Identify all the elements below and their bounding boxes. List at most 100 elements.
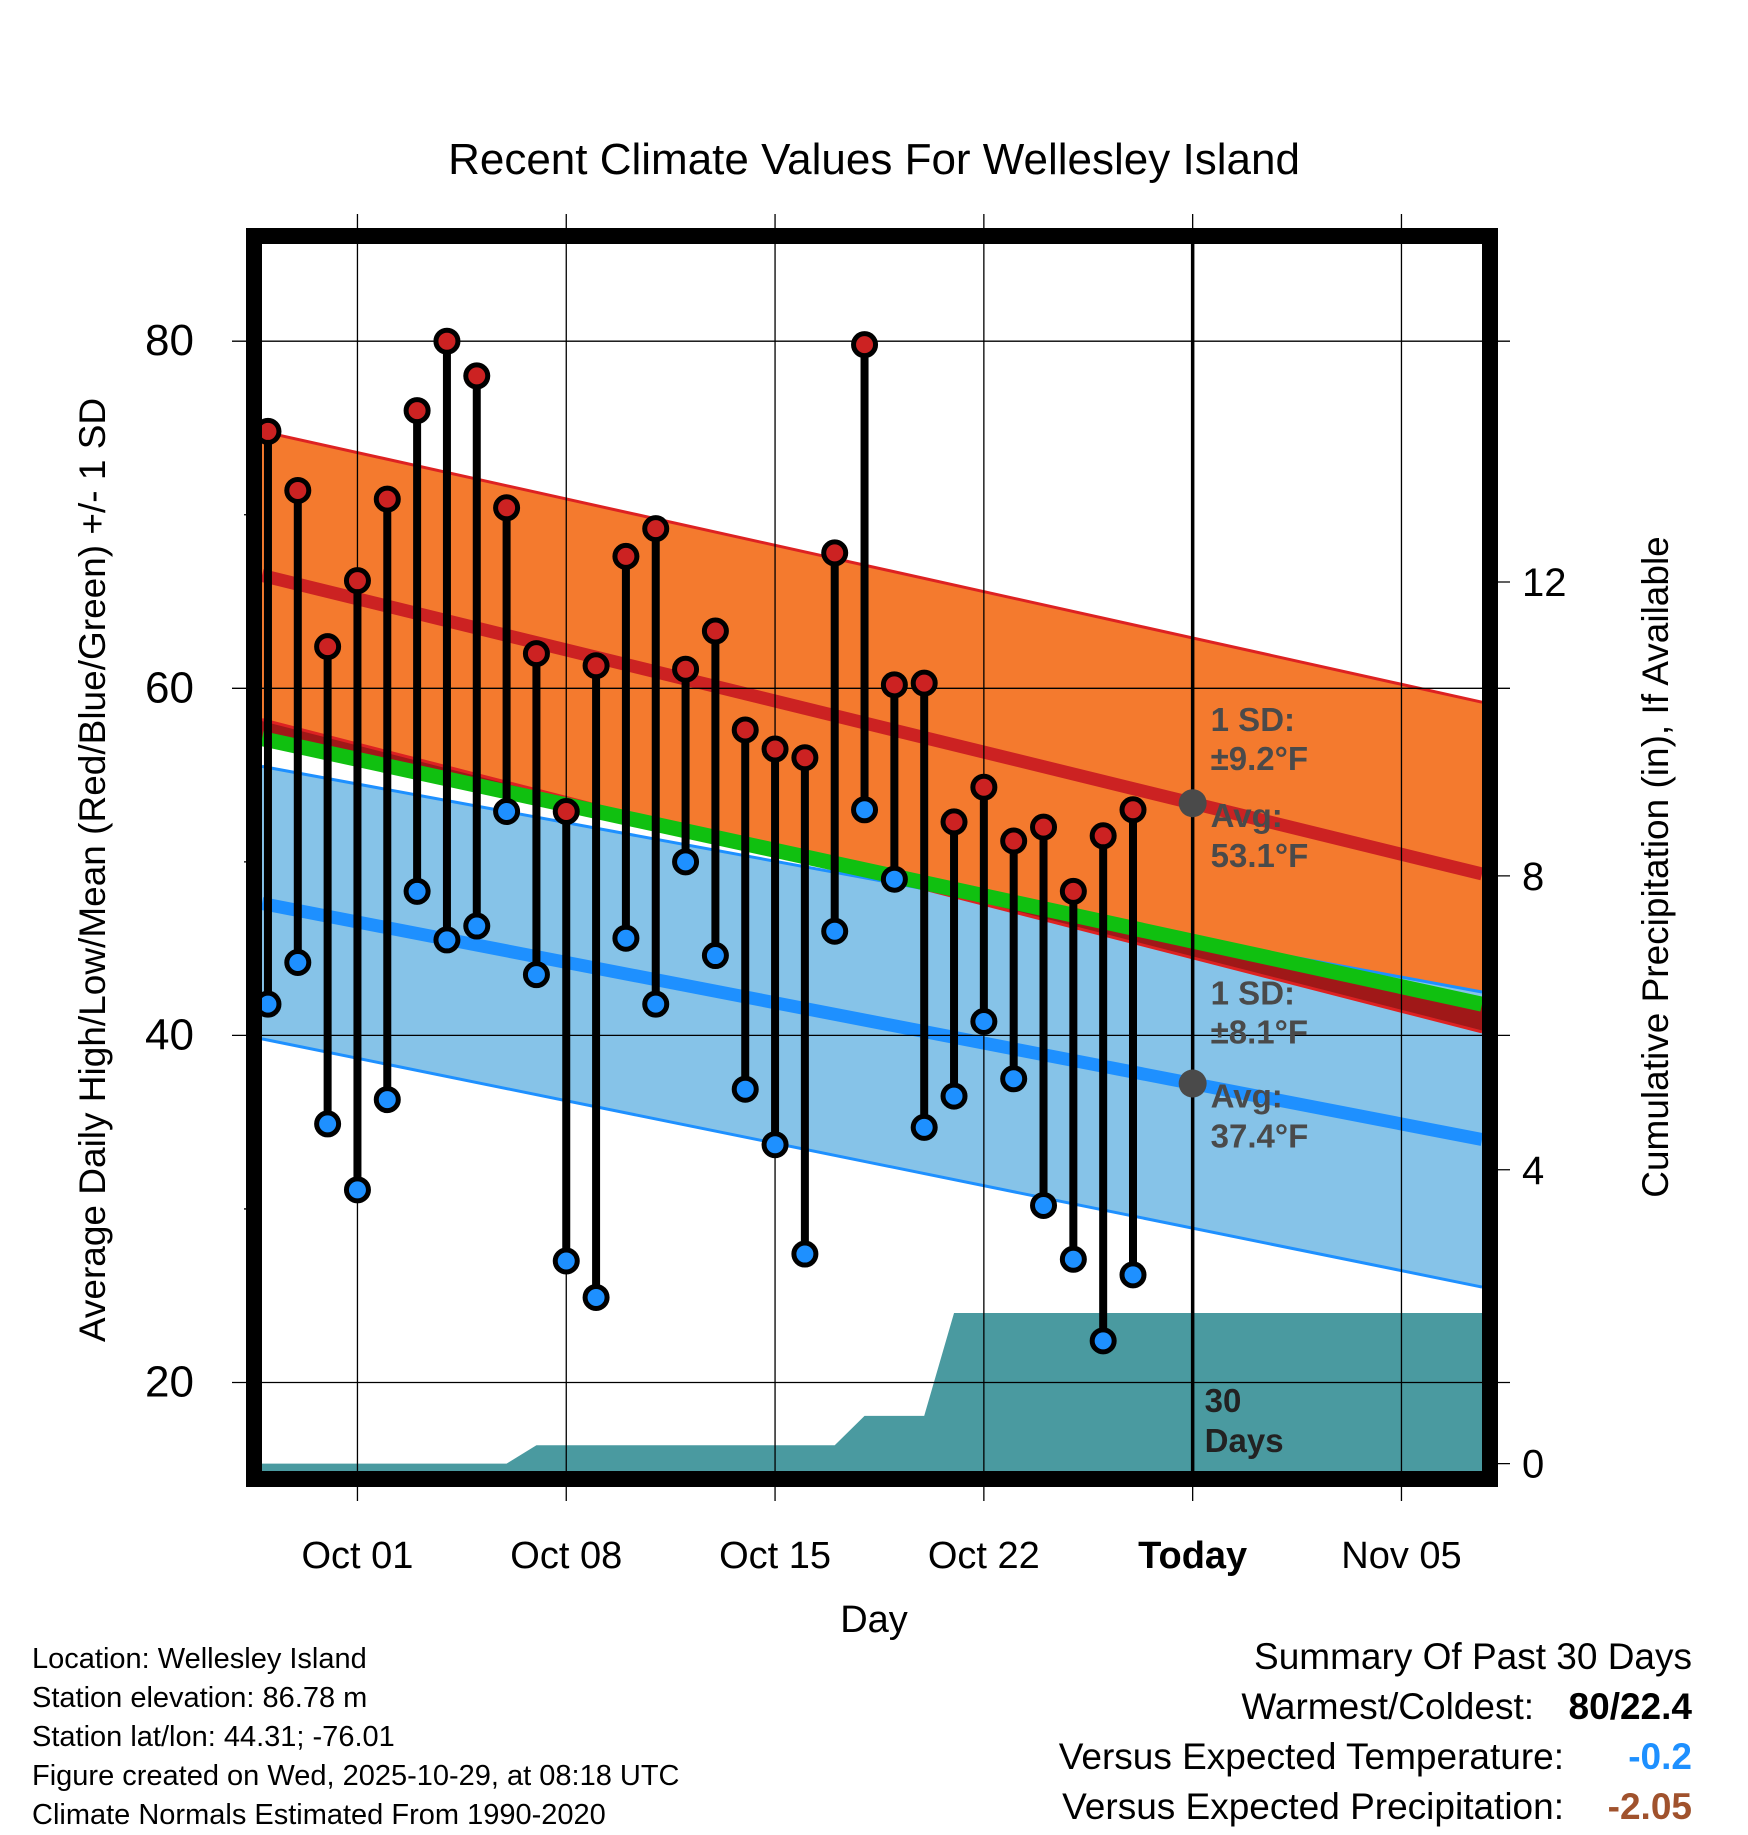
x-tick-label: Nov 05 (1341, 1535, 1461, 1577)
summary-precip-row: Versus Expected Precipitation: -2.05 (1059, 1782, 1692, 1832)
low-sd-value: ±8.1°F (1211, 1014, 1308, 1051)
high-point (1059, 877, 1087, 905)
x-tick-label: Oct 01 (301, 1535, 413, 1577)
high-point (910, 669, 938, 697)
high-sd-label: 1 SD: (1211, 701, 1295, 738)
high-point (851, 331, 879, 359)
summary-temp-row: Versus Expected Temperature: -0.2 (1059, 1732, 1692, 1782)
low-point (582, 1283, 610, 1311)
high-point (642, 515, 670, 543)
low-point (612, 924, 640, 952)
precip-area (262, 1313, 1482, 1471)
high-avg-line (260, 569, 1484, 881)
summary-warm-row: Warmest/Coldest: 80/22.4 (1059, 1682, 1692, 1732)
high-point (1000, 827, 1028, 855)
low-point (1059, 1245, 1087, 1273)
summary-panel: Summary Of Past 30 Days Warmest/Coldest:… (1059, 1632, 1692, 1832)
high-point (1119, 796, 1147, 824)
y-tick-label: 60 (145, 663, 194, 712)
summary-precip-value: -2.05 (1607, 1786, 1692, 1827)
days-label-text: Days (1205, 1422, 1284, 1459)
y-tick-label: 40 (145, 1010, 194, 1059)
high-point (433, 327, 461, 355)
high-point (940, 808, 968, 836)
x-tick-label: Today (1138, 1535, 1247, 1577)
y2-tick-label: 8 (1522, 855, 1544, 899)
chart-title: Recent Climate Values For Wellesley Isla… (448, 135, 1300, 184)
x-tick-label: Oct 15 (719, 1535, 831, 1577)
high-point (493, 494, 521, 522)
high-point (463, 362, 491, 390)
high-point (373, 485, 401, 513)
low-point (463, 912, 491, 940)
low-point (493, 798, 521, 826)
low-point (552, 1247, 580, 1275)
mean-line (260, 731, 1484, 1012)
low-point (701, 942, 729, 970)
high-point (552, 798, 580, 826)
x-tick-label: Oct 08 (510, 1535, 622, 1577)
high-point (1089, 822, 1117, 850)
high-sd-band (262, 431, 1482, 1032)
high-point (522, 640, 550, 668)
high-point (314, 633, 342, 661)
summary-temp-value: -0.2 (1628, 1736, 1692, 1777)
low-minus-sd-line (261, 1037, 1483, 1289)
high-point (970, 773, 998, 801)
low-point (880, 865, 908, 893)
high-point (1030, 813, 1058, 841)
low-avg-line (260, 897, 1484, 1146)
high-point (731, 716, 759, 744)
low-sd-label: 1 SD: (1211, 975, 1295, 1012)
low-point (642, 990, 670, 1018)
high-point (612, 542, 640, 570)
high-point (672, 655, 700, 683)
high-point (701, 617, 729, 645)
summary-warm-value: 80/22.4 (1568, 1686, 1692, 1727)
today-high-avg-marker (1178, 789, 1207, 818)
low-point (821, 917, 849, 945)
y2-tick-label: 0 (1522, 1443, 1544, 1487)
low-point (403, 877, 431, 905)
summary-precip-label: Versus Expected Precipitation: (1062, 1786, 1564, 1827)
low-point (343, 1176, 371, 1204)
high-point (821, 539, 849, 567)
low-point (522, 961, 550, 989)
low-point (1030, 1191, 1058, 1219)
high-point (343, 567, 371, 595)
low-point (433, 926, 461, 954)
low-point (851, 796, 879, 824)
low-point (373, 1086, 401, 1114)
latlon-text: Station lat/lon: 44.31; -76.01 (32, 1721, 395, 1753)
high-point (880, 671, 908, 699)
created-text: Figure created on Wed, 2025-10-29, at 08… (32, 1760, 680, 1792)
y2-tick-label: 4 (1522, 1149, 1544, 1193)
low-point (314, 1110, 342, 1138)
high-point (761, 735, 789, 763)
low-point (970, 1008, 998, 1036)
summary-title: Summary Of Past 30 Days (1059, 1632, 1692, 1682)
summary-warm-label: Warmest/Coldest: (1241, 1686, 1534, 1727)
station-info: Location: Wellesley Island Station eleva… (32, 1640, 680, 1835)
low-point (731, 1075, 759, 1103)
y-tick-label: 80 (145, 316, 194, 365)
plot-frame (246, 228, 1498, 1487)
low-point (284, 948, 312, 976)
high-sd-value: ±9.2°F (1211, 740, 1308, 777)
days-label-number: 30 (1205, 1382, 1242, 1419)
high-point (582, 652, 610, 680)
high-point (284, 476, 312, 504)
summary-temp-label: Versus Expected Temperature: (1058, 1736, 1564, 1777)
low-point (910, 1113, 938, 1141)
x-tick-label: Oct 22 (928, 1535, 1040, 1577)
high-avg-label: Avg: (1211, 797, 1283, 834)
high-avg-value: 53.1°F (1211, 837, 1309, 874)
y2-axis-label: Cumulative Precipitation (in), If Availa… (1635, 536, 1676, 1198)
normals-text: Climate Normals Estimated From 1990-2020 (32, 1799, 606, 1831)
low-point (1119, 1261, 1147, 1289)
location-text: Location: Wellesley Island (32, 1643, 367, 1675)
low-avg-value: 37.4°F (1211, 1118, 1309, 1155)
x-axis-label: Day (840, 1599, 908, 1641)
